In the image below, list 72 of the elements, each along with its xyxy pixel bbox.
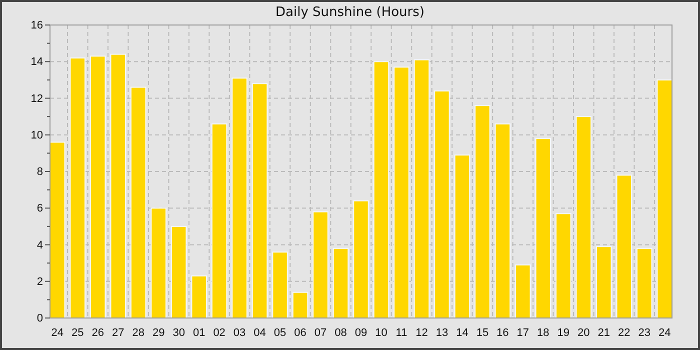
x-tick-label: 07 — [314, 326, 327, 339]
y-tick-label: 14 — [30, 56, 43, 68]
x-tick-label: 26 — [92, 326, 104, 339]
bar — [191, 275, 207, 318]
bar — [130, 86, 146, 318]
x-tick-label: 22 — [618, 326, 630, 339]
x-tick-label: 16 — [496, 326, 509, 339]
bar — [454, 154, 470, 318]
x-tick-label: 13 — [436, 326, 448, 339]
x-tick-label: 29 — [152, 326, 165, 339]
bar — [596, 246, 612, 318]
bar — [50, 142, 66, 318]
x-tick-label: 24 — [658, 326, 671, 339]
x-tick-label: 18 — [537, 326, 550, 339]
x-tick-label: 14 — [456, 326, 468, 339]
y-tick-label: 8 — [36, 166, 43, 178]
x-tick-label: 17 — [516, 326, 530, 339]
bar — [312, 211, 328, 318]
x-tick-label: 05 — [274, 326, 286, 339]
bar — [474, 105, 490, 318]
x-tick-label: 28 — [132, 326, 144, 339]
x-tick-label: 06 — [294, 326, 306, 339]
bar — [636, 248, 652, 318]
y-tick-label: 12 — [30, 92, 43, 105]
bar — [373, 61, 390, 318]
bar — [434, 90, 450, 318]
y-tick-label: 10 — [30, 129, 43, 142]
x-tick-label: 02 — [213, 326, 226, 339]
x-tick-label: 23 — [638, 326, 650, 339]
x-tick-label: 08 — [334, 326, 347, 339]
bar — [576, 116, 592, 318]
x-tick-label: 27 — [112, 326, 124, 339]
bar — [656, 79, 672, 318]
x-tick-label: 21 — [598, 326, 610, 339]
y-tick-label: 6 — [36, 202, 43, 215]
y-tick-label: 0 — [36, 312, 43, 325]
bar — [494, 123, 511, 318]
x-tick-label: 25 — [72, 326, 84, 339]
x-tick-label: 11 — [396, 326, 408, 339]
bar — [232, 78, 248, 318]
bar — [252, 83, 268, 318]
x-tick-label: 03 — [233, 326, 246, 339]
bar — [414, 59, 430, 318]
bar — [170, 226, 187, 318]
bar — [110, 54, 126, 318]
bar — [150, 208, 166, 318]
x-tick-label: 04 — [254, 326, 266, 339]
y-tick-label: 16 — [30, 20, 43, 32]
bar — [556, 213, 572, 318]
bar — [211, 123, 228, 318]
bar — [616, 174, 632, 318]
x-tick-label: 10 — [375, 326, 388, 339]
y-tick-label: 2 — [36, 276, 43, 288]
bar — [272, 252, 288, 318]
bar — [70, 57, 86, 318]
bar — [332, 248, 349, 318]
bar — [535, 138, 552, 318]
x-tick-label: 15 — [476, 326, 489, 339]
y-tick-label: 4 — [36, 239, 43, 252]
chart-title: Daily Sunshine (Hours) — [276, 5, 424, 20]
bar — [90, 56, 106, 318]
x-tick-label: 19 — [557, 326, 570, 339]
x-tick-label: 09 — [354, 326, 368, 339]
x-tick-label: 30 — [172, 326, 185, 339]
x-tick-label: 24 — [51, 326, 64, 339]
bar — [292, 292, 308, 318]
x-tick-label: 20 — [578, 326, 590, 339]
x-tick-label: 01 — [192, 326, 206, 339]
bar — [353, 200, 369, 318]
bar — [515, 264, 531, 318]
bar — [394, 66, 410, 318]
x-tick-label: 12 — [416, 326, 428, 339]
